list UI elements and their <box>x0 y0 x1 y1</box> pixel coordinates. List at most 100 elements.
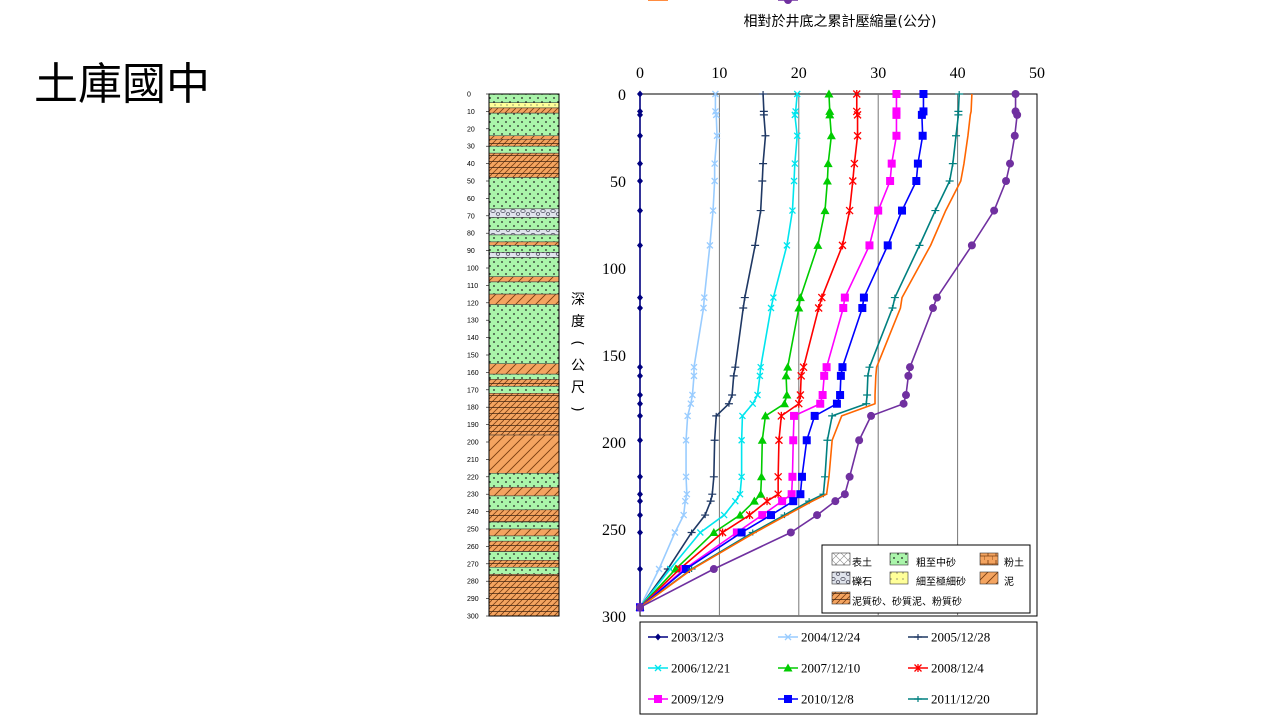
data-point <box>845 472 854 481</box>
data-point <box>709 207 717 215</box>
data-point <box>913 159 922 168</box>
y-tick-label: 150 <box>602 348 626 365</box>
data-point <box>780 399 790 408</box>
data-point <box>761 132 770 139</box>
data-point <box>637 528 643 536</box>
data-point <box>818 391 827 400</box>
stratigraphic-column <box>488 93 560 617</box>
data-point <box>737 528 746 537</box>
data-point <box>905 363 914 372</box>
data-point <box>783 663 793 672</box>
data-point <box>637 372 643 380</box>
data-point <box>782 390 792 399</box>
strat-layer-mud <box>488 528 560 537</box>
data-point <box>788 472 797 481</box>
strat-layer-coarse-sand <box>488 495 560 511</box>
strat-tick-label: 70 <box>467 213 475 220</box>
strat-tick-label: 140 <box>467 335 479 342</box>
data-point <box>931 207 940 214</box>
data-point <box>836 371 845 380</box>
data-point <box>904 371 913 380</box>
data-point <box>788 207 796 215</box>
data-point <box>690 363 698 371</box>
data-point <box>797 371 806 380</box>
data-point <box>853 110 862 119</box>
x-tick-label: 10 <box>711 65 727 82</box>
soil-swatch-mixed <box>831 591 851 605</box>
data-point <box>791 111 799 119</box>
data-point <box>637 363 643 371</box>
legend-label: 2005/12/28 <box>931 630 990 645</box>
strat-layer-gravel <box>488 229 560 236</box>
series-2003-12-3 <box>637 90 643 611</box>
legend-label: 2012/2/21 <box>671 0 724 3</box>
strat-tick-label: 260 <box>467 544 479 551</box>
data-point <box>858 304 867 313</box>
data-point <box>990 206 999 215</box>
data-point <box>777 411 786 420</box>
data-point <box>845 206 854 215</box>
data-point <box>637 90 643 98</box>
soil-swatch-silt <box>979 552 999 566</box>
strat-tick-label: 210 <box>467 457 479 464</box>
data-point <box>796 391 805 400</box>
data-point <box>823 159 833 168</box>
series-legend-box <box>639 621 1038 715</box>
data-point <box>867 411 876 420</box>
strat-tick-label: 130 <box>467 318 479 325</box>
series-2014-10-15 <box>636 90 1022 612</box>
y-axis-title-char: 深 <box>571 292 585 308</box>
data-point <box>790 177 798 185</box>
legend-label: 2014/10/15 <box>801 0 860 3</box>
data-point <box>710 437 719 444</box>
data-point <box>826 131 836 140</box>
strat-layer-mixed <box>488 393 560 436</box>
data-point <box>883 241 892 250</box>
data-point <box>671 529 679 536</box>
data-point <box>701 512 710 519</box>
strat-layer-coarse-sand <box>488 567 560 575</box>
strat-layer-coarse-sand <box>488 386 560 394</box>
data-point <box>840 490 849 499</box>
y-tick-label: 100 <box>602 261 626 278</box>
data-point <box>767 304 775 312</box>
strat-tick-label: 120 <box>467 300 479 307</box>
x-tick-labels: 0 10 20 30 40 50 <box>636 65 1045 82</box>
data-point <box>865 241 874 250</box>
data-point <box>740 294 749 301</box>
data-point <box>813 511 822 520</box>
y-axis-title-char: 公 <box>571 358 585 374</box>
data-point <box>914 696 922 702</box>
soil-legend-label: 礫石 <box>852 575 872 588</box>
strat-layer-gravel <box>488 252 560 258</box>
data-point <box>862 400 871 407</box>
data-point <box>838 363 847 372</box>
y-axis-title-char: ( <box>569 340 585 345</box>
series-2008-12-4 <box>636 90 862 612</box>
data-point <box>848 177 857 185</box>
data-point <box>724 400 733 407</box>
data-point <box>637 391 643 399</box>
grid-lines <box>718 94 959 616</box>
data-point <box>736 490 744 498</box>
data-point <box>914 634 922 640</box>
data-point <box>784 0 792 4</box>
soil-legend-label: 表土 <box>852 556 872 569</box>
x-tick-label: 20 <box>791 65 807 82</box>
data-point <box>637 497 643 505</box>
data-point <box>774 490 783 499</box>
data-point <box>859 293 868 302</box>
data-point <box>712 412 721 419</box>
data-point <box>749 496 759 505</box>
data-point <box>754 391 761 399</box>
plot-frame <box>639 93 1038 617</box>
data-point <box>892 90 901 98</box>
data-point <box>817 293 826 302</box>
series-2011-12-20 <box>636 91 964 611</box>
data-point <box>749 400 757 408</box>
data-point <box>637 511 643 519</box>
data-point <box>822 176 832 185</box>
legend-label: 2008/12/4 <box>931 661 984 676</box>
